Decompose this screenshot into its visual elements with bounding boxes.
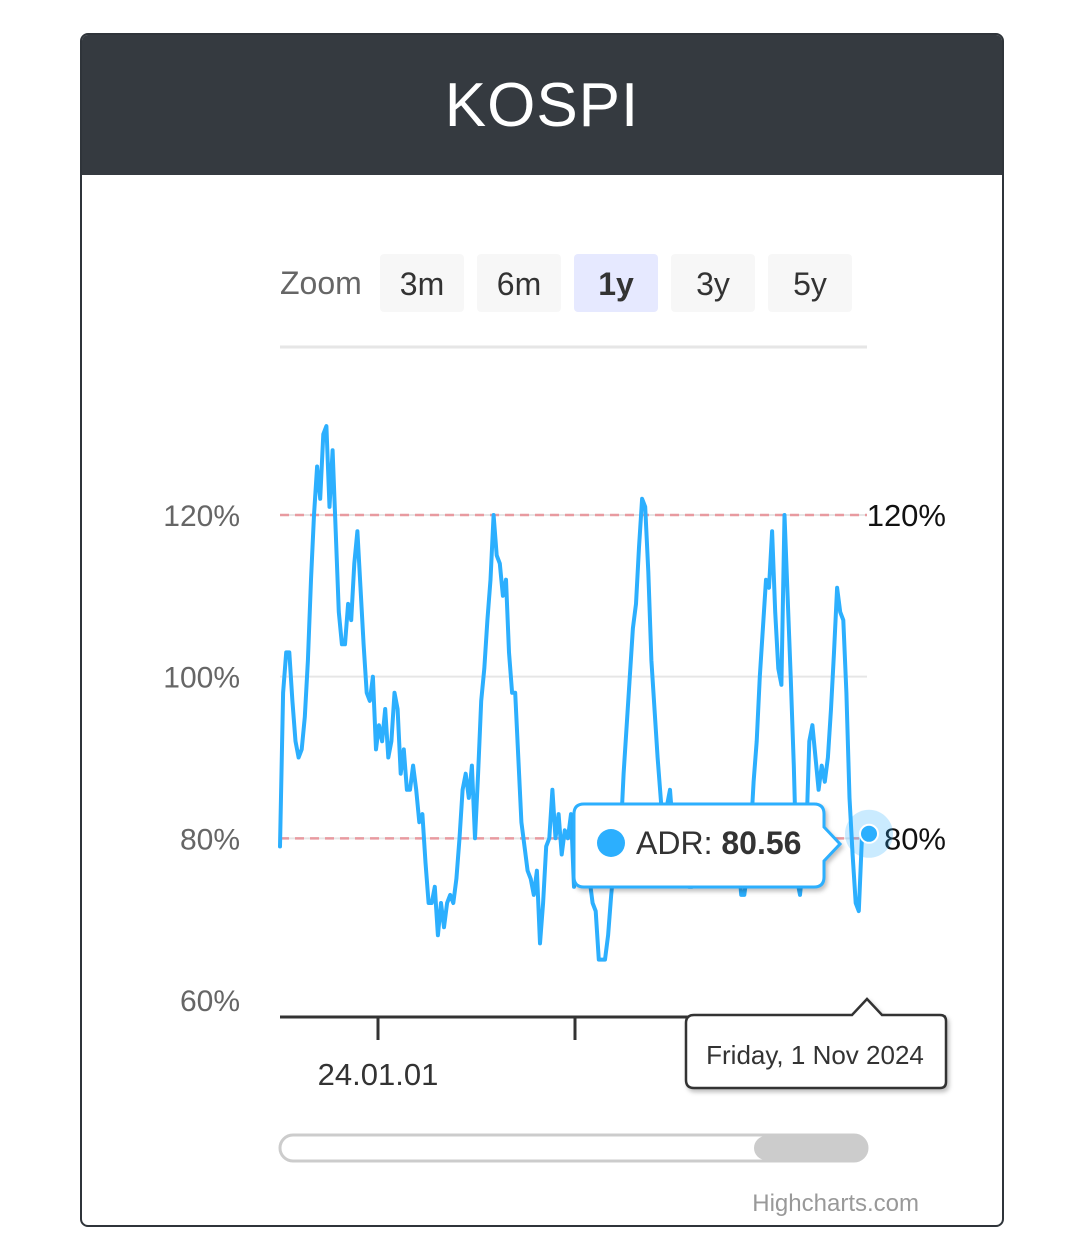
zoom-button-1y[interactable]: 1y (574, 254, 658, 312)
scrollbar-track[interactable] (278, 1133, 869, 1163)
zoom-button-label[interactable]: 6m (497, 266, 541, 302)
value-tooltip: ADR: 80.56 (572, 802, 843, 889)
navigator-scrollbar[interactable] (278, 1133, 869, 1163)
x-axis: 24.01.01 (280, 1015, 946, 1092)
zoom-button-label[interactable]: 3y (696, 266, 730, 302)
y-tick-label: 60% (180, 985, 240, 1018)
zoom-button-6m[interactable]: 6m (477, 254, 561, 312)
hover-marker[interactable] (859, 823, 879, 844)
zoom-button-bg[interactable] (574, 254, 658, 312)
chart-card: KOSPI (80, 33, 1004, 1227)
zoom-label: Zoom (280, 265, 362, 301)
y-tick-label: 80% (180, 823, 240, 856)
y-tick-label: 100% (163, 662, 240, 695)
date-tooltip: Friday, 1 Nov 2024 (684, 997, 948, 1090)
plot-line-label: 80% (884, 821, 946, 856)
highcharts-credit[interactable]: Highcharts.com (752, 1190, 919, 1217)
zoom-button-bg[interactable] (380, 254, 464, 312)
scrollbar-thumb[interactable] (754, 1136, 866, 1160)
zoom-button-bg[interactable] (671, 254, 755, 312)
zoom-button-label[interactable]: 1y (598, 266, 634, 302)
y-axis: 60% 80% 100% 120% (163, 500, 240, 1018)
zoom-button-3y[interactable]: 3y (671, 254, 755, 312)
tooltip-colon: : (704, 825, 722, 861)
zoom-button-5y[interactable]: 5y (768, 254, 852, 312)
tooltip-series-name: ADR (636, 825, 704, 861)
zoom-button-3m[interactable]: 3m (380, 254, 464, 312)
range-selector: Zoom 3m 6m 1y 3y 5y (280, 254, 852, 312)
svg-text:ADR: 80.56: ADR: 80.56 (636, 825, 801, 861)
zoom-button-bg[interactable] (768, 254, 852, 312)
x-tick-label: 24.01.01 (318, 1057, 439, 1092)
tooltip-value: 80.56 (721, 825, 801, 861)
plot-line-label: 120% (867, 498, 946, 533)
chart-title: KOSPI (82, 35, 1002, 175)
zoom-button-bg[interactable] (477, 254, 561, 312)
y-tick-label: 120% (163, 500, 240, 533)
tooltip-date: Friday, 1 Nov 2024 (706, 1040, 924, 1070)
value-tooltip-box (572, 802, 843, 889)
zoom-button-label[interactable]: 5y (793, 266, 827, 302)
series-color-dot (597, 829, 625, 857)
zoom-button-label[interactable]: 3m (400, 266, 444, 302)
date-tooltip-box (684, 997, 948, 1090)
